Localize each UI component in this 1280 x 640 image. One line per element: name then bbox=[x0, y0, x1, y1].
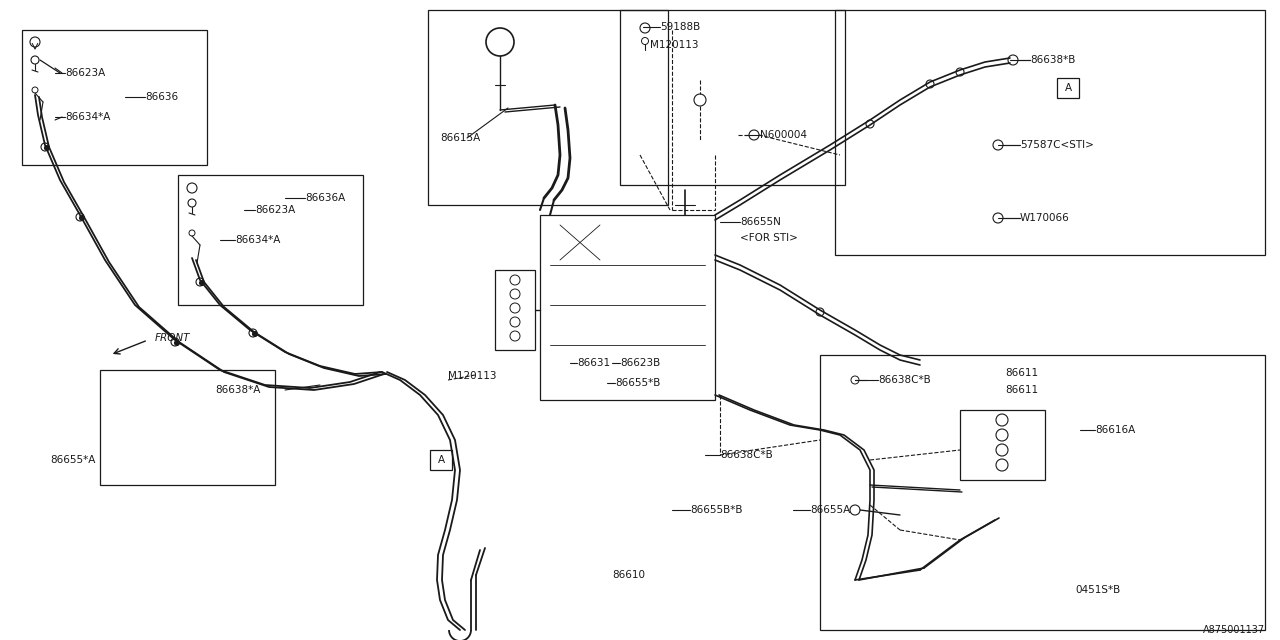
Text: N600004: N600004 bbox=[760, 130, 806, 140]
Bar bbox=[820, 355, 1265, 630]
Bar bbox=[540, 215, 716, 400]
Text: 86655A: 86655A bbox=[810, 505, 850, 515]
Bar bbox=[1057, 78, 1079, 98]
Text: 86634*A: 86634*A bbox=[236, 235, 280, 245]
Text: FRONT: FRONT bbox=[155, 333, 191, 343]
Text: 86636A: 86636A bbox=[305, 193, 346, 203]
Text: 86623A: 86623A bbox=[65, 68, 105, 78]
Text: 86638C*B: 86638C*B bbox=[878, 375, 931, 385]
Circle shape bbox=[174, 340, 179, 346]
Text: 86615A: 86615A bbox=[440, 133, 480, 143]
Bar bbox=[495, 270, 535, 350]
Text: 86655B*B: 86655B*B bbox=[690, 505, 742, 515]
Text: 86611: 86611 bbox=[1005, 368, 1038, 378]
Text: M120113: M120113 bbox=[448, 371, 497, 381]
Bar bbox=[960, 410, 1044, 480]
Circle shape bbox=[79, 216, 84, 221]
Circle shape bbox=[252, 332, 257, 337]
Text: A875001137: A875001137 bbox=[1203, 625, 1265, 635]
Bar bbox=[620, 10, 845, 185]
Text: 86631: 86631 bbox=[577, 358, 611, 368]
Circle shape bbox=[45, 145, 50, 150]
Text: M120113: M120113 bbox=[650, 40, 699, 50]
Text: 59188B: 59188B bbox=[660, 22, 700, 32]
Text: 86638*A: 86638*A bbox=[215, 385, 260, 395]
Text: 86610: 86610 bbox=[612, 570, 645, 580]
Text: 86655*B: 86655*B bbox=[614, 378, 660, 388]
Text: 86616A: 86616A bbox=[1094, 425, 1135, 435]
Text: 86655*A: 86655*A bbox=[50, 455, 96, 465]
Text: 57587C<STI>: 57587C<STI> bbox=[1020, 140, 1094, 150]
Text: 86623A: 86623A bbox=[255, 205, 296, 215]
Text: 86636: 86636 bbox=[145, 92, 178, 102]
Bar bbox=[178, 175, 364, 305]
Bar bbox=[835, 10, 1265, 255]
Text: 86638C*B: 86638C*B bbox=[719, 450, 773, 460]
Text: 0451S*B: 0451S*B bbox=[1075, 585, 1120, 595]
Text: A: A bbox=[438, 455, 444, 465]
Text: W170066: W170066 bbox=[1020, 213, 1070, 223]
Bar bbox=[428, 10, 668, 205]
Text: A: A bbox=[1065, 83, 1071, 93]
Text: 86634*A: 86634*A bbox=[65, 112, 110, 122]
Bar bbox=[100, 370, 275, 485]
Text: <FOR STI>: <FOR STI> bbox=[740, 233, 797, 243]
Bar bbox=[22, 30, 207, 165]
Circle shape bbox=[200, 280, 205, 285]
Text: 86638*B: 86638*B bbox=[1030, 55, 1075, 65]
Bar bbox=[430, 450, 452, 470]
Text: 86655N: 86655N bbox=[740, 217, 781, 227]
Text: 86611: 86611 bbox=[1005, 385, 1038, 395]
Text: 86623B: 86623B bbox=[620, 358, 660, 368]
